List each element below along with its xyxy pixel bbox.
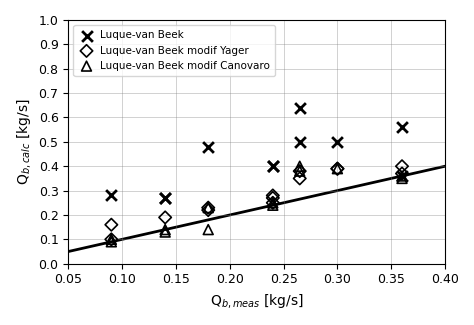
Luque-van Beek — [398, 173, 406, 178]
Luque-van Beek modif Yager — [398, 163, 406, 169]
Luque-van Beek — [269, 163, 277, 169]
Luque-van Beek modif Canovaro — [296, 163, 303, 169]
Luque-van Beek modif Canovaro — [398, 176, 406, 181]
Luque-van Beek — [296, 105, 303, 110]
Luque-van Beek modif Yager — [269, 195, 277, 201]
Luque-van Beek — [204, 144, 212, 149]
Luque-van Beek modif Yager — [334, 166, 341, 171]
Luque-van Beek modif Canovaro — [398, 173, 406, 178]
Luque-van Beek — [334, 139, 341, 144]
Luque-van Beek modif Canovaro — [161, 229, 169, 235]
Luque-van Beek modif Canovaro — [334, 166, 341, 171]
Luque-van Beek modif Canovaro — [269, 200, 277, 205]
Luque-van Beek modif Canovaro — [269, 202, 277, 208]
Luque-van Beek modif Canovaro — [296, 168, 303, 174]
Luque-van Beek modif Canovaro — [108, 239, 115, 244]
Y-axis label: Q$_{b,calc}$ [kg/s]: Q$_{b,calc}$ [kg/s] — [15, 98, 33, 185]
Luque-van Beek modif Yager — [269, 200, 277, 205]
Luque-van Beek — [161, 195, 169, 201]
Luque-van Beek modif Yager — [204, 205, 212, 210]
Luque-van Beek modif Canovaro — [108, 237, 115, 242]
Luque-van Beek modif Canovaro — [204, 227, 212, 232]
Luque-van Beek — [296, 139, 303, 144]
Luque-van Beek modif Yager — [108, 222, 115, 227]
Luque-van Beek modif Canovaro — [161, 227, 169, 232]
Luque-van Beek modif Yager — [334, 166, 341, 171]
Luque-van Beek — [269, 163, 277, 169]
Luque-van Beek — [108, 193, 115, 198]
Luque-van Beek modif Yager — [204, 207, 212, 213]
Luque-van Beek modif Yager — [296, 176, 303, 181]
Luque-van Beek — [398, 125, 406, 130]
Luque-van Beek modif Yager — [398, 171, 406, 176]
Luque-van Beek modif Yager — [161, 215, 169, 220]
Luque-van Beek modif Yager — [108, 237, 115, 242]
Luque-van Beek modif Canovaro — [204, 205, 212, 210]
Luque-van Beek — [161, 195, 169, 201]
Legend: Luque-van Beek, Luque-van Beek modif Yager, Luque-van Beek modif Canovaro: Luque-van Beek, Luque-van Beek modif Yag… — [73, 25, 274, 76]
Luque-van Beek modif Yager — [269, 193, 277, 198]
X-axis label: Q$_{b,meas}$ [kg/s]: Q$_{b,meas}$ [kg/s] — [210, 292, 304, 310]
Luque-van Beek modif Yager — [296, 168, 303, 174]
